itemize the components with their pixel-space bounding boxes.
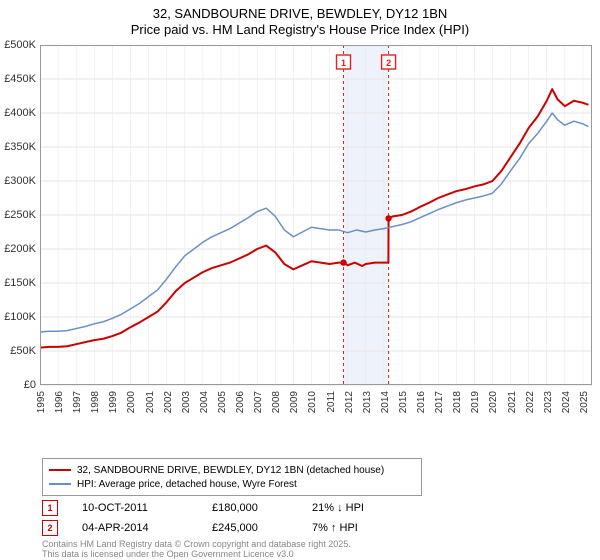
x-tick-label: 2005	[217, 391, 228, 413]
footer-line1: Contains HM Land Registry data © Crown c…	[42, 539, 351, 549]
x-tick-label: 2025	[579, 391, 590, 413]
y-tick-label: £300K	[4, 175, 36, 187]
sale-delta: 21% ↓ HPI	[312, 502, 412, 514]
y-tick-label: £100K	[4, 311, 36, 323]
x-tick-label: 2002	[163, 391, 174, 413]
x-tick-label: 2009	[289, 391, 300, 413]
x-tick-label: 1999	[108, 391, 119, 413]
x-tick-label: 2007	[253, 391, 264, 413]
legend: 32, SANDBOURNE DRIVE, BEWDLEY, DY12 1BN …	[42, 458, 422, 496]
x-tick-label: 2017	[434, 391, 445, 413]
chart-title: 32, SANDBOURNE DRIVE, BEWDLEY, DY12 1BN …	[0, 0, 600, 39]
x-tick-label: 2000	[126, 391, 137, 413]
sale-annotations: 1 10-OCT-2011£180,00021% ↓ HPI 2 04-APR-201…	[42, 498, 412, 538]
sale-row: 1 10-OCT-2011£180,00021% ↓ HPI	[42, 498, 412, 518]
footer-attribution: Contains HM Land Registry data © Crown c…	[42, 540, 351, 560]
sale-date: 04-APR-2014	[82, 522, 212, 534]
footer-line2: This data is licensed under the Open Gov…	[42, 549, 294, 559]
x-tick-label: 2013	[362, 391, 373, 413]
sale-price: £245,000	[212, 522, 312, 534]
x-tick-label: 2020	[488, 391, 499, 413]
svg-text:2: 2	[386, 58, 391, 68]
x-tick-label: 2001	[145, 391, 156, 413]
x-tick-label: 2010	[307, 391, 318, 413]
legend-item: 32, SANDBOURNE DRIVE, BEWDLEY, DY12 1BN …	[49, 463, 415, 477]
x-tick-label: 2011	[326, 391, 337, 413]
chart-area: 12 £0£50K£100K£150K£200K£250K£300K£350K£…	[40, 45, 592, 425]
x-tick-label: 2016	[416, 391, 427, 413]
y-tick-label: £450K	[4, 73, 36, 85]
sale-row: 2 04-APR-2014£245,0007% ↑ HPI	[42, 518, 412, 538]
x-tick-label: 2019	[470, 391, 481, 413]
x-tick-label: 1997	[72, 391, 83, 413]
legend-label: 32, SANDBOURNE DRIVE, BEWDLEY, DY12 1BN …	[77, 465, 384, 476]
x-tick-label: 2024	[561, 391, 572, 413]
sale-date: 10-OCT-2011	[82, 502, 212, 514]
line-chart: 12	[40, 45, 592, 425]
x-tick-label: 2015	[398, 391, 409, 413]
sale-price: £180,000	[212, 502, 312, 514]
x-tick-label: 2023	[543, 391, 554, 413]
x-tick-label: 1995	[36, 391, 47, 413]
x-tick-label: 2008	[271, 391, 282, 413]
x-tick-label: 1998	[90, 391, 101, 413]
y-tick-label: £400K	[4, 107, 36, 119]
x-tick-label: 2014	[380, 391, 391, 413]
title-line2: Price paid vs. HM Land Registry's House …	[131, 22, 469, 37]
x-tick-label: 2012	[344, 391, 355, 413]
x-tick-label: 2004	[199, 391, 210, 413]
y-tick-label: £500K	[4, 39, 36, 51]
sale-marker: 2	[42, 520, 58, 536]
y-tick-label: £250K	[4, 209, 36, 221]
y-tick-label: £0	[24, 379, 36, 391]
x-tick-label: 2003	[181, 391, 192, 413]
x-tick-label: 2021	[507, 391, 518, 413]
legend-swatch	[49, 483, 71, 485]
y-tick-label: £150K	[4, 277, 36, 289]
x-tick-label: 2018	[452, 391, 463, 413]
legend-item: HPI: Average price, detached house, Wyre…	[49, 477, 415, 491]
legend-swatch	[49, 469, 71, 471]
x-tick-label: 2006	[235, 391, 246, 413]
x-tick-label: 1996	[54, 391, 65, 413]
x-tick-label: 2022	[525, 391, 536, 413]
y-tick-label: £200K	[4, 243, 36, 255]
sale-delta: 7% ↑ HPI	[312, 522, 412, 534]
legend-label: HPI: Average price, detached house, Wyre…	[77, 479, 297, 490]
title-line1: 32, SANDBOURNE DRIVE, BEWDLEY, DY12 1BN	[153, 6, 448, 21]
y-tick-label: £50K	[10, 345, 36, 357]
y-tick-label: £350K	[4, 141, 36, 153]
sale-marker: 1	[42, 500, 58, 516]
svg-text:1: 1	[341, 58, 346, 68]
